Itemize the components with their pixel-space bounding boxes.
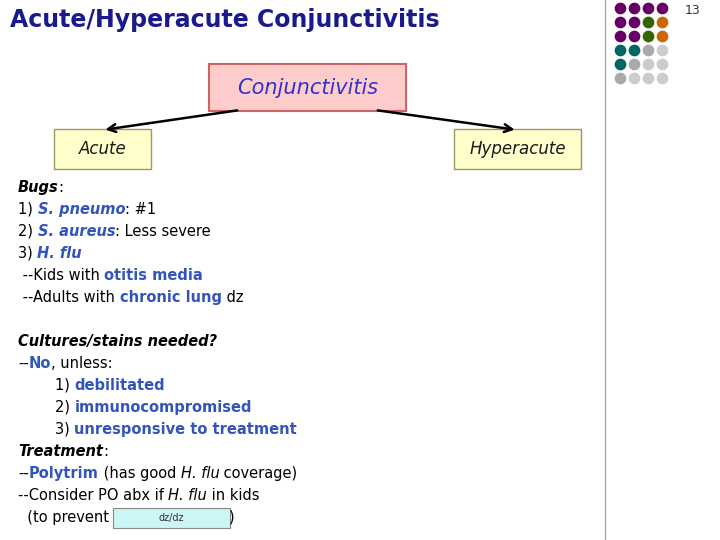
FancyBboxPatch shape [209, 64, 406, 111]
Point [642, 46, 654, 55]
Text: 13: 13 [684, 4, 700, 17]
Text: --: -- [18, 356, 29, 371]
Point [614, 4, 626, 12]
Text: 1): 1) [18, 202, 37, 217]
Text: in kids: in kids [207, 488, 260, 503]
Text: :: : [103, 444, 108, 459]
Text: 2): 2) [18, 400, 75, 415]
Text: --Consider PO abx if: --Consider PO abx if [18, 488, 168, 503]
Point [656, 60, 667, 69]
FancyBboxPatch shape [54, 129, 151, 169]
Text: (to prevent: (to prevent [18, 510, 114, 525]
Text: S. aureus: S. aureus [37, 224, 115, 239]
Text: chronic lung: chronic lung [120, 290, 222, 305]
Point [629, 4, 640, 12]
Text: Bugs: Bugs [18, 180, 59, 195]
Point [614, 32, 626, 40]
FancyBboxPatch shape [454, 129, 581, 169]
Point [656, 4, 667, 12]
Text: Treatment: Treatment [18, 444, 103, 459]
Text: H. flu: H. flu [181, 466, 220, 481]
Text: unresponsive to treatment: unresponsive to treatment [74, 422, 297, 437]
Point [614, 60, 626, 69]
Text: Polytrim: Polytrim [29, 466, 99, 481]
Text: (has good: (has good [99, 466, 181, 481]
Text: 1): 1) [18, 378, 74, 393]
Text: dz: dz [222, 290, 243, 305]
Point [629, 46, 640, 55]
Text: 3): 3) [18, 246, 37, 261]
Point [629, 73, 640, 82]
Point [656, 18, 667, 26]
Point [656, 73, 667, 82]
FancyBboxPatch shape [112, 508, 230, 528]
Text: otitis media: otitis media [104, 268, 203, 283]
Point [614, 18, 626, 26]
Text: H. flu: H. flu [37, 246, 82, 261]
Text: Hyperacute: Hyperacute [469, 140, 566, 158]
Point [642, 32, 654, 40]
Text: immunocompromised: immunocompromised [75, 400, 252, 415]
Text: : Less severe: : Less severe [115, 224, 211, 239]
Text: : #1: : #1 [125, 202, 156, 217]
Text: Conjunctivitis: Conjunctivitis [237, 78, 378, 98]
Text: --Adults with: --Adults with [18, 290, 120, 305]
Text: debilitated: debilitated [74, 378, 165, 393]
Point [642, 4, 654, 12]
Text: dz/dz: dz/dz [158, 513, 184, 523]
Point [642, 18, 654, 26]
Point [614, 46, 626, 55]
Point [642, 60, 654, 69]
Text: --: -- [18, 466, 29, 481]
Point [614, 73, 626, 82]
Text: 3): 3) [18, 422, 74, 437]
Text: No: No [29, 356, 51, 371]
Text: 2): 2) [18, 224, 37, 239]
Point [629, 32, 640, 40]
Point [629, 18, 640, 26]
Text: Acute/Hyperacute Conjunctivitis: Acute/Hyperacute Conjunctivitis [10, 8, 440, 32]
Point [642, 73, 654, 82]
Text: S. pneumo: S. pneumo [37, 202, 125, 217]
Point [629, 60, 640, 69]
Text: ): ) [229, 510, 234, 525]
Text: H. flu: H. flu [168, 488, 207, 503]
Text: Acute: Acute [78, 140, 127, 158]
Text: coverage): coverage) [220, 466, 297, 481]
Text: :: : [59, 180, 64, 195]
Point [656, 32, 667, 40]
Text: --Kids with: --Kids with [18, 268, 104, 283]
Text: Cultures/stains needed?: Cultures/stains needed? [18, 334, 217, 349]
Point [656, 46, 667, 55]
Text: , unless:: , unless: [51, 356, 113, 371]
